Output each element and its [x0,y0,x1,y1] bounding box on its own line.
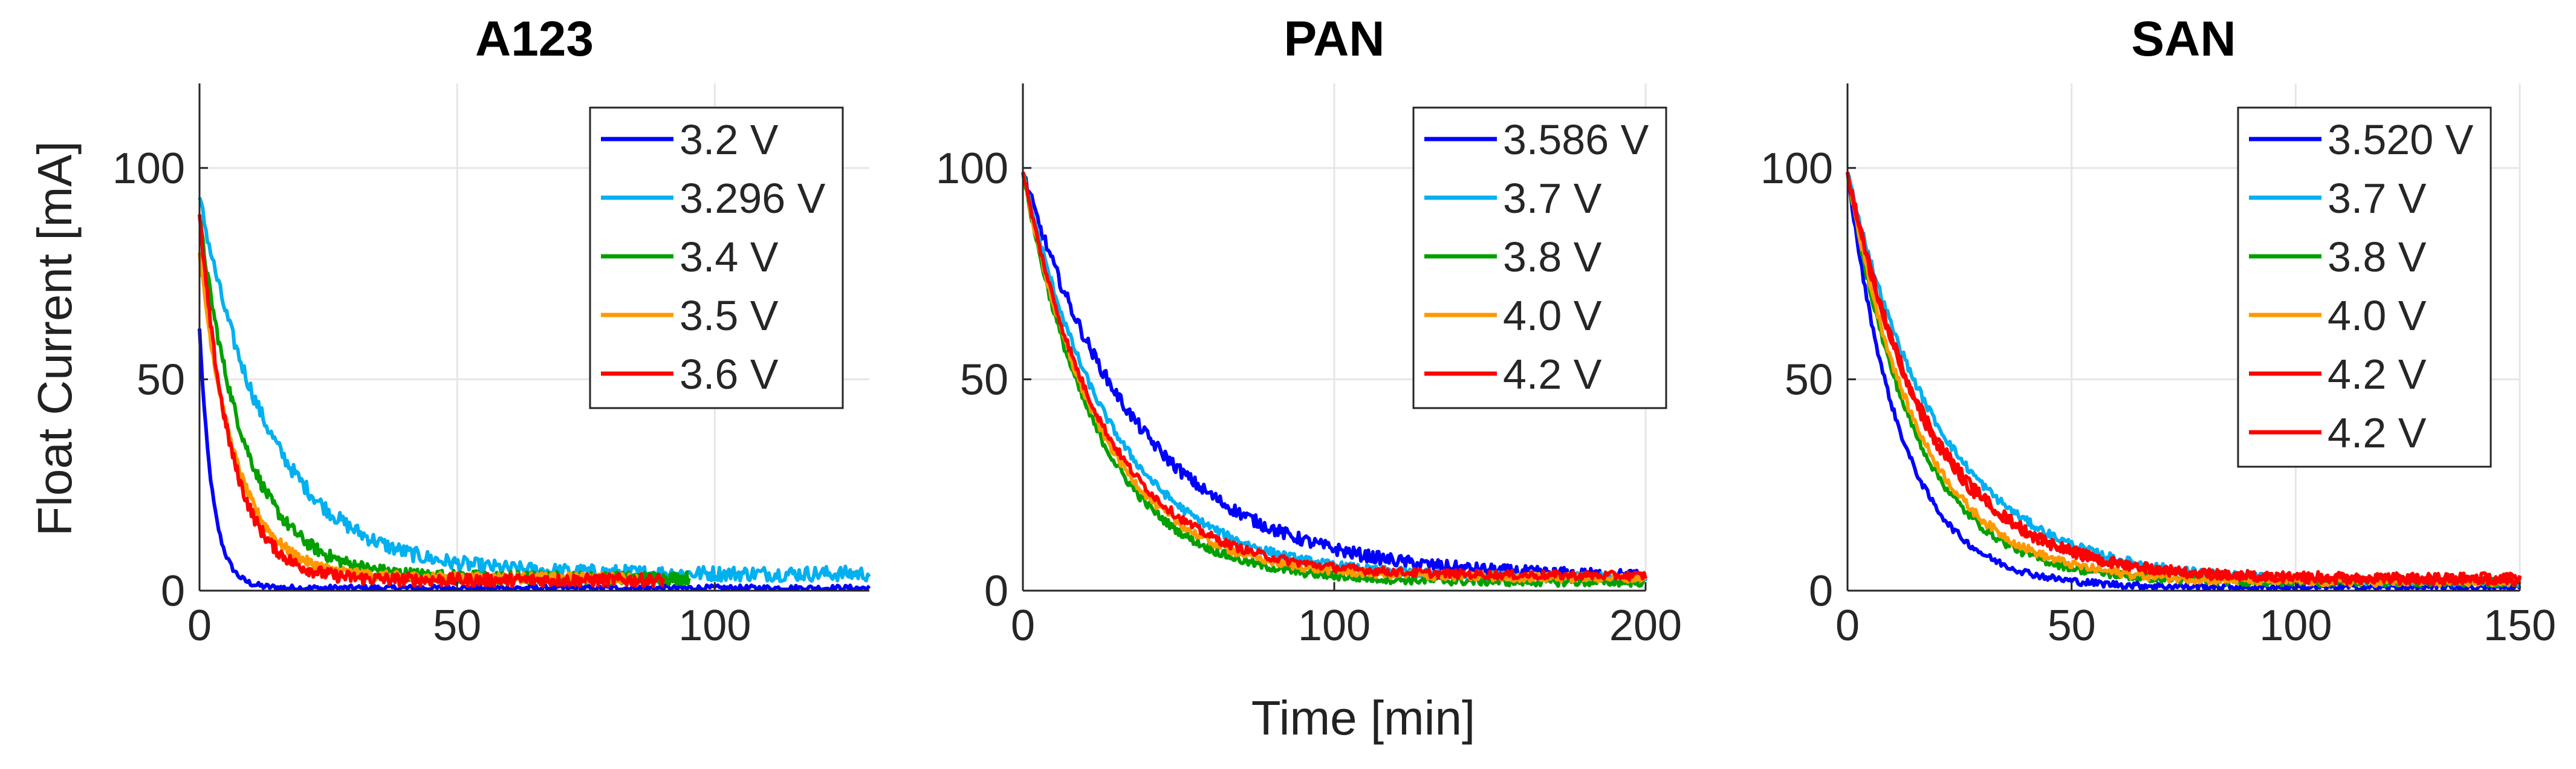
legend-box [2237,106,2492,468]
legend: 3.586 V 3.7 V 3.8 V 4.0 V 4.2 V [1412,106,1667,409]
legend: 3.520 V 3.7 V 3.8 V 4.0 V 4.2 V 4.2 V [2237,106,2492,468]
series-line-5 [198,214,666,588]
legend-label-6: 4.2 V [2328,409,2427,456]
y-tick-label: 50 [1785,355,1833,404]
legend-label-3: 3.8 V [1503,233,1602,281]
x-tick-label: 100 [2259,602,2332,650]
chart-pan: PAN 0 100 200 0 50 100 3.586 V 3.7 V 3.8 V 4.0 V 4.… [936,11,1682,650]
y-tick-label: 50 [960,355,1008,404]
legend-label-4: 4.0 V [1503,292,1602,339]
series-line-6 [1846,172,2522,585]
legend-label-1: 3.586 V [1503,116,1649,163]
y-axis-label: Float Current [mA] [28,141,82,536]
y-tick-label: 50 [137,355,185,404]
x-tick-label: 0 [1011,602,1035,650]
series-line-1 [1846,172,2522,591]
y-tick-label: 0 [1809,567,1833,615]
chart-title: PAN [1283,11,1384,67]
x-tick-label: 50 [2048,602,2096,650]
y-tick-label: 100 [1760,144,1833,193]
legend-label-5: 3.6 V [680,351,779,398]
legend-label-3: 3.4 V [680,233,779,281]
legend-label-1: 3.520 V [2328,116,2474,163]
x-tick-label: 50 [433,602,481,650]
legend-label-5: 4.2 V [2328,351,2427,398]
chart-title: SAN [2131,11,2236,67]
legend: 3.2 V 3.296 V 3.4 V 3.5 V 3.6 V [589,106,844,409]
chart-title: A123 [475,11,594,67]
legend-label-3: 3.8 V [2328,233,2427,281]
legend-label-4: 4.0 V [2328,292,2427,339]
legend-label-2: 3.296 V [680,175,826,222]
x-tick-label: 100 [1298,602,1371,650]
series-line-2 [198,196,871,583]
legend-label-1: 3.2 V [680,116,779,163]
x-tick-label: 150 [2484,602,2556,650]
x-tick-label: 200 [1609,602,1682,650]
y-tick-label: 0 [984,567,1008,615]
series-line-4 [1846,172,2522,588]
legend-label-2: 3.7 V [1503,175,1602,222]
x-tick-label: 0 [187,602,212,650]
series-line-1 [198,328,871,591]
y-tick-label: 100 [112,144,185,193]
legend-label-5: 4.2 V [1503,351,1602,398]
x-axis-label: Time [min] [1251,691,1475,745]
series-line-5 [1021,172,1647,582]
x-tick-label: 100 [678,602,751,650]
y-tick-label: 0 [161,567,185,615]
x-tick-label: 0 [1835,602,1860,650]
legend-label-4: 3.5 V [680,292,779,339]
y-tick-label: 100 [936,144,1008,193]
chart-san: SAN 0 50 100 150 0 50 100 3.520 V 3.7 V 3.8 V 4.0 V… [1760,11,2556,650]
legend-label-2: 3.7 V [2328,175,2427,222]
